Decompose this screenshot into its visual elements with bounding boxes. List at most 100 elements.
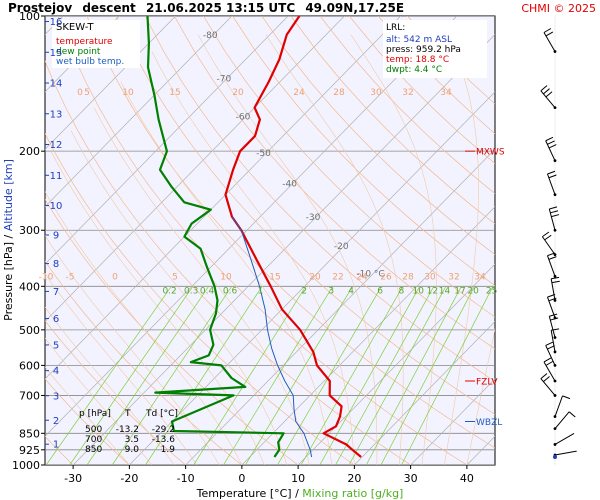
wind-barb: [554, 411, 570, 429]
isotherm-label: -10 °C: [356, 269, 384, 279]
wind-barb-feather: [549, 313, 558, 317]
isotherm-line: [297, 263, 495, 465]
table-row-500-td: -29.2: [152, 425, 175, 435]
lrl-temperature: temp: 18.8 °C: [386, 55, 449, 65]
wind-barb-feather: [549, 206, 558, 210]
table-header-td: Td [°C]: [145, 409, 178, 419]
wind-barb-feather: [551, 328, 560, 331]
isotherm-line: [45, 16, 233, 208]
altitude-tick-label: 3: [53, 391, 59, 402]
moist-adiabat: [197, 34, 378, 465]
theta-label-upper: 0: [77, 88, 83, 98]
y-tick-label: 600: [19, 359, 40, 372]
wind-barb-feather: [545, 136, 554, 142]
mixing-ratio-line: [277, 286, 382, 465]
mixing-ratio-line: [300, 286, 404, 465]
lrl-title: LRL:: [386, 23, 405, 33]
moist-adiabat: [45, 234, 220, 465]
wind-barb-dot: [553, 274, 557, 278]
wind-barb: [540, 90, 556, 108]
legend-title: SKEW-T: [56, 22, 94, 33]
dry-adiabat: [203, 16, 495, 318]
wind-barb-dot: [553, 443, 557, 446]
mixing-ratio-line: [245, 286, 353, 465]
mixing-ratio-label: 20: [467, 287, 479, 297]
wind-barb-feather: [540, 373, 548, 379]
x-tick-label: -10: [177, 472, 195, 485]
mixing-ratio-line: [365, 286, 462, 465]
y-tick-label: 700: [19, 389, 40, 402]
isotherm-line: [354, 321, 495, 465]
wind-barb-dot: [553, 336, 557, 339]
altitude-tick-label: 8: [53, 259, 59, 270]
y-tick-label: 300: [19, 224, 40, 237]
wind-barb-feather: [543, 88, 550, 95]
isotherm-line: [45, 16, 289, 265]
wind-barb-feather: [545, 360, 554, 366]
legend-item-wet-bulb: wet bulb temp.: [56, 57, 124, 67]
table-row-700-t: 3.5: [125, 435, 139, 445]
dry-adiabat: [45, 260, 243, 465]
mixing-ratio-label: 6: [377, 287, 383, 297]
x-tick-label: 10: [291, 472, 305, 485]
y-tick-label: 1000: [12, 459, 40, 472]
isotherm-line: [72, 34, 495, 465]
wetbulb-line: [231, 216, 313, 458]
isotherm-label: -80: [203, 31, 218, 41]
theta-label-lower: 22: [332, 272, 343, 282]
y-tick-label: 100: [19, 10, 40, 23]
altitude-tick-label: 1: [53, 440, 59, 451]
moist-adiabat: [466, 327, 495, 465]
altitude-tick-label: 6: [53, 314, 59, 325]
moist-adiabat: [444, 34, 479, 465]
y-tick-label: 400: [19, 280, 40, 293]
wind-barb-feather: [544, 234, 552, 241]
wind-barb-dot: [553, 228, 557, 232]
dry-adiabat: [290, 16, 495, 225]
wind-barb: [548, 316, 556, 338]
x-tick-label: 40: [460, 472, 474, 485]
altitude-tick-label: 9: [53, 230, 59, 241]
theta-label-upper: 5: [84, 88, 90, 98]
x-tick-label: 30: [404, 472, 418, 485]
mixing-ratio-label: 2: [301, 287, 307, 297]
isotherm-line: [45, 16, 345, 323]
x-axis-label-temperature: Temperature [°C]: [196, 487, 292, 500]
theta-label-lower: -5: [66, 272, 75, 282]
wind-barb-feather: [568, 411, 576, 418]
dry-adiabat: [45, 132, 355, 465]
altitude-tick-label: 16: [50, 17, 63, 28]
mixing-ratio-label: 3: [328, 287, 334, 297]
wind-barb: [543, 361, 556, 382]
moist-adiabat: [151, 51, 355, 465]
dry-adiabat: [261, 16, 495, 255]
dry-adiabat: [45, 60, 411, 465]
wind-barb-dot: [553, 106, 557, 110]
theta-label-upper: 30: [370, 88, 382, 98]
moist-adiabat: [45, 272, 198, 465]
lrl-dot: [553, 455, 557, 460]
table-header-p: p [hPa]: [79, 409, 111, 419]
mixing-ratio-label: 14: [439, 287, 451, 297]
moist-adiabat: [265, 34, 404, 465]
altitude-tick-label: 5: [53, 340, 59, 351]
dry-adiabat: [144, 16, 495, 382]
mixing-ratio-label: 1: [258, 287, 264, 297]
x-tick-label: -20: [120, 472, 138, 485]
wind-barb-feather: [547, 345, 555, 350]
wind-barb-feather: [551, 214, 560, 218]
levels-table: p [hPa] T Td [°C] 500 -13.2 -29.2 700 3.…: [79, 409, 178, 455]
wind-barb: [541, 236, 556, 255]
wind-barb-dot: [553, 253, 557, 257]
altitude-tick-label: 11: [50, 171, 63, 182]
mixing-ratio-label: 4: [348, 287, 354, 297]
temperature-line: [224, 16, 362, 458]
sounding-mode: descent: [82, 1, 136, 15]
moist-adiabat: [45, 337, 153, 465]
y-axis-label: Pressure [hPa] / Altitude [km]: [2, 159, 15, 321]
wind-barb-feather: [543, 376, 550, 383]
wind-barb-feather: [540, 85, 548, 92]
mixing-ratio-label: 25: [486, 287, 497, 297]
marker-label-fzlv: FZLV: [476, 377, 498, 387]
